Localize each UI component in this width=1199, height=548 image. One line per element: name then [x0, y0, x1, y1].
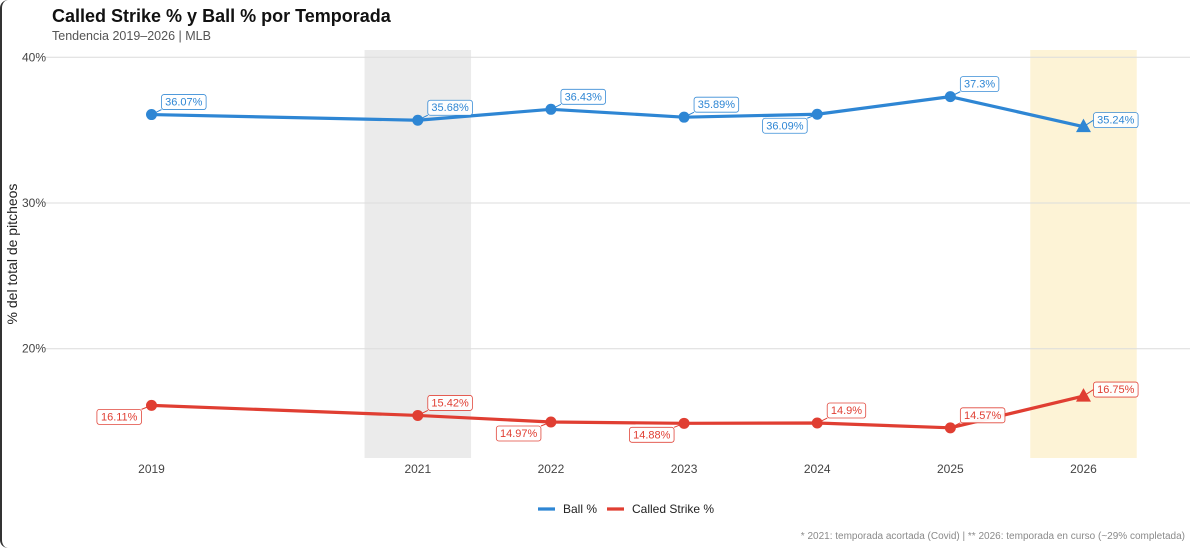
y-axis-label: % del total de pitcheos — [4, 184, 20, 325]
label-leader — [683, 111, 695, 118]
label-leader — [950, 91, 961, 98]
data-label: 36.07% — [165, 97, 203, 109]
data-label-box — [629, 426, 675, 443]
data-label-box — [693, 96, 740, 113]
label-leader — [807, 113, 818, 119]
label-leader — [1083, 389, 1094, 397]
x-tick-label: 2019 — [138, 462, 165, 476]
data-label: 36.09% — [766, 120, 804, 132]
data-label: 35.89% — [698, 99, 736, 111]
x-tick-label: 2023 — [671, 462, 698, 476]
series-point-1-6 — [1075, 388, 1091, 402]
series-line-1 — [149, 394, 1086, 430]
label-leader — [816, 417, 828, 424]
data-label: 14.57% — [964, 410, 1002, 422]
label-leader — [417, 410, 429, 416]
footnote: * 2021: temporada acortada (Covid) | ** … — [800, 531, 1185, 542]
series-lines — [146, 91, 1091, 434]
gridlines — [45, 56, 1190, 350]
data-label: 14.88% — [633, 429, 671, 441]
data-label-box — [427, 99, 473, 116]
label-leader — [1083, 119, 1094, 128]
x-tick-label: 2025 — [937, 462, 964, 476]
label-leader — [550, 103, 562, 110]
data-label-box — [96, 408, 142, 425]
series-point-0-6 — [1075, 118, 1091, 133]
chart-subtitle: Tendencia 2019–2026 | MLB — [52, 29, 211, 43]
data-label: 14.9% — [831, 405, 862, 417]
data-label-box — [826, 402, 867, 419]
x-tick-label: 2021 — [404, 462, 431, 476]
label-leader — [151, 109, 162, 115]
x-tick-label: 2022 — [538, 462, 565, 476]
data-label-box — [560, 88, 606, 105]
data-label: 35.68% — [431, 102, 469, 114]
data-label: 37.3% — [964, 79, 995, 91]
label-leader — [673, 422, 685, 428]
data-label-box — [161, 94, 207, 110]
series-line-0 — [149, 95, 1086, 129]
legend: Ball % Called Strike % — [538, 502, 714, 516]
data-label: 35.24% — [1097, 115, 1135, 127]
legend-label: Ball % — [563, 502, 597, 516]
y-tick-label: 30% — [22, 196, 46, 210]
data-label: 16.11% — [101, 411, 138, 423]
chart-title: Called Strike % y Ball % por Temporada — [52, 6, 391, 26]
data-label: 16.75% — [1097, 384, 1135, 396]
data-label: 15.42% — [431, 397, 469, 409]
data-label-box — [1093, 381, 1139, 398]
data-label-box — [495, 425, 542, 442]
data-label-box — [959, 407, 1006, 424]
legend-label: Called Strike % — [632, 502, 714, 516]
data-label: 14.97% — [500, 428, 538, 440]
label-leader — [540, 421, 552, 427]
label-leader — [417, 114, 429, 121]
data-label-box — [959, 76, 1000, 93]
label-leader — [950, 422, 961, 429]
y-tick-label: 40% — [22, 50, 46, 64]
label-leader — [141, 404, 152, 410]
data-labels: 36.07% 35.68% 36.43% 35.89% 36.09% 37.3% 35.24… — [96, 76, 1139, 443]
y-tick-label: 20% — [22, 342, 46, 356]
x-axis-ticks: 2019 2021 2022 2023 2024 2025 2026 — [138, 462, 1097, 476]
x-tick-label: 2024 — [804, 462, 831, 476]
data-label: 36.43% — [565, 91, 603, 103]
data-label-box — [1093, 112, 1139, 129]
data-label-box — [427, 395, 473, 411]
data-label-box — [762, 117, 808, 134]
y-axis-ticks: 20% 30% 40% — [22, 50, 46, 355]
x-tick-label: 2026 — [1070, 462, 1097, 476]
